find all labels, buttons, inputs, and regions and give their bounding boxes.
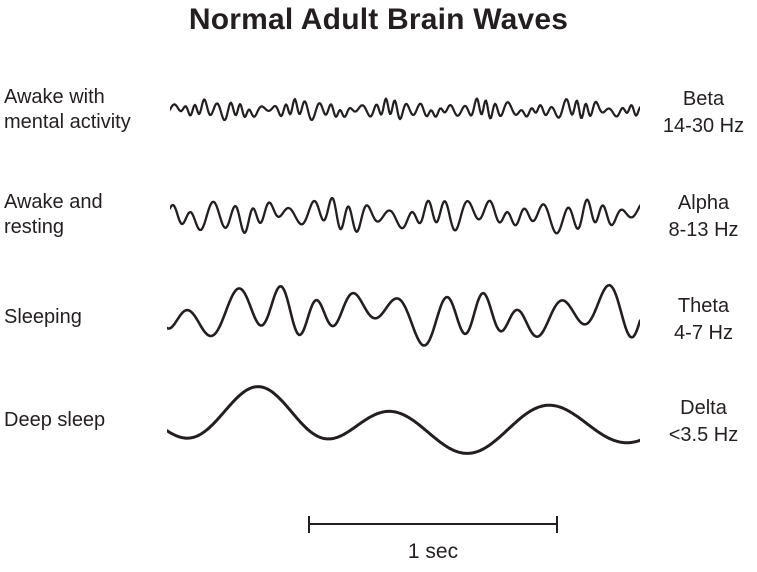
theta-wave-trace [167, 283, 640, 347]
band-label-beta: Beta 14-30 Hz [650, 86, 757, 140]
beta-wave-trace [170, 97, 640, 122]
scale-bar-label: 1 sec [407, 540, 459, 563]
figure-title: Normal Adult Brain Waves [188, 3, 569, 36]
delta-waveform [167, 385, 640, 455]
band-name: Delta [680, 397, 727, 419]
state-label-line: Awake with [4, 86, 105, 108]
state-label-sleeping: Sleeping [4, 305, 166, 330]
alpha-wave-trace [170, 196, 640, 235]
state-label-line: Deep sleep [4, 409, 106, 431]
band-frequency-range: 14-30 Hz [662, 115, 745, 137]
alpha-waveform [170, 196, 640, 235]
scale-bar-left-tick [308, 516, 310, 533]
state-label-awake-with-mental-activity: Awake with mental activity [4, 85, 166, 135]
state-label-line: mental activity [4, 111, 131, 133]
time-scale-bar [308, 523, 558, 525]
delta-wave-trace [167, 385, 640, 455]
state-label-deep-sleep: Deep sleep [4, 408, 166, 433]
band-name: Theta [677, 295, 730, 317]
band-label-theta: Theta 4-7 Hz [650, 293, 757, 347]
theta-waveform [167, 283, 640, 347]
band-name: Alpha [677, 192, 730, 214]
band-name: Beta [682, 88, 725, 110]
state-label-line: Awake and [4, 191, 103, 213]
band-frequency-range: <3.5 Hz [668, 424, 739, 446]
band-label-delta: Delta <3.5 Hz [650, 395, 757, 449]
state-label-line: Sleeping [4, 306, 82, 328]
band-label-alpha: Alpha 8-13 Hz [650, 190, 757, 244]
band-frequency-range: 8-13 Hz [668, 219, 739, 241]
state-label-line: resting [4, 216, 65, 238]
state-label-awake-and-resting: Awake and resting [4, 190, 166, 240]
band-frequency-range: 4-7 Hz [674, 322, 733, 344]
scale-bar-right-tick [556, 516, 558, 533]
beta-waveform [170, 97, 640, 122]
